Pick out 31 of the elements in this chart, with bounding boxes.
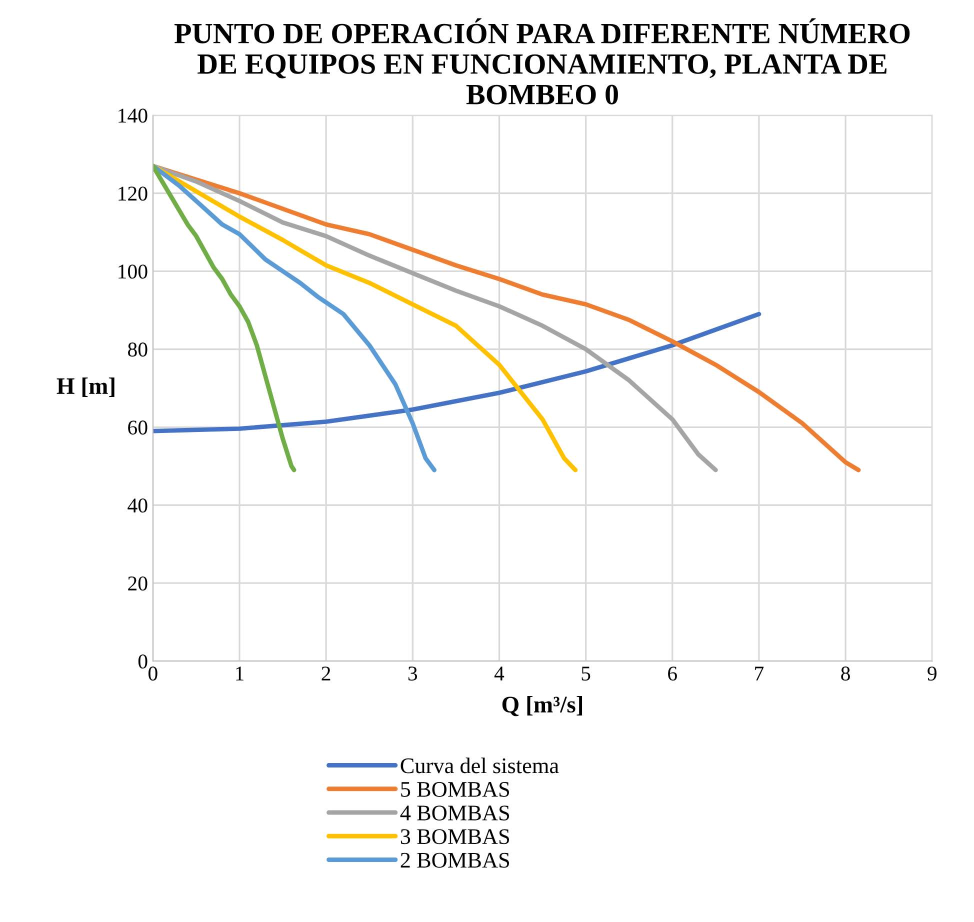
x-tick-label: 2	[322, 666, 330, 680]
chart-title: PUNTO DE OPERACIÓN PARA DIFERENTE NÚMERO DE EQUIPOS EN FUNCIONAMIENTO, PLANTA DE BOMBEO 0	[174, 18, 910, 104]
y-tick-label: 20	[128, 576, 148, 591]
x-tick-label: 8	[841, 666, 850, 681]
x-tick-label: 4	[494, 666, 504, 680]
x-tick-label: 7	[755, 666, 764, 680]
y-tick-label: 100	[118, 264, 148, 279]
legend-label: 2 BOMBAS	[400, 852, 510, 868]
line-series	[152, 164, 437, 472]
line-series	[152, 164, 718, 472]
line-series	[152, 312, 762, 434]
line-series	[152, 164, 578, 472]
legend-label: 3 BOMBAS	[400, 829, 510, 844]
x-tick-label: 9	[928, 666, 936, 681]
line-series	[152, 164, 296, 472]
legend-label: Curva del sistema	[400, 758, 559, 774]
legend-label: 4 BOMBAS	[400, 806, 510, 821]
x-tick-label: 0	[148, 666, 158, 681]
x-tick-label: 5	[582, 666, 590, 681]
y-tick-label: 60	[128, 420, 148, 435]
legend-label: 5 BOMBAS	[401, 782, 510, 797]
y-tick-label: 120	[118, 186, 148, 201]
y-tick-label: 0	[138, 654, 148, 669]
y-tick-label: 140	[118, 108, 148, 123]
x-tick-label: 6	[668, 666, 677, 681]
x-tick-label: 1	[236, 666, 244, 680]
y-tick-label: 40	[128, 498, 148, 513]
x-axis-title: Q [m³/s]	[502, 696, 582, 716]
y-tick-label: 80	[128, 342, 148, 357]
x-tick-label: 3	[408, 666, 418, 681]
y-axis-title: H [m]	[56, 377, 114, 397]
